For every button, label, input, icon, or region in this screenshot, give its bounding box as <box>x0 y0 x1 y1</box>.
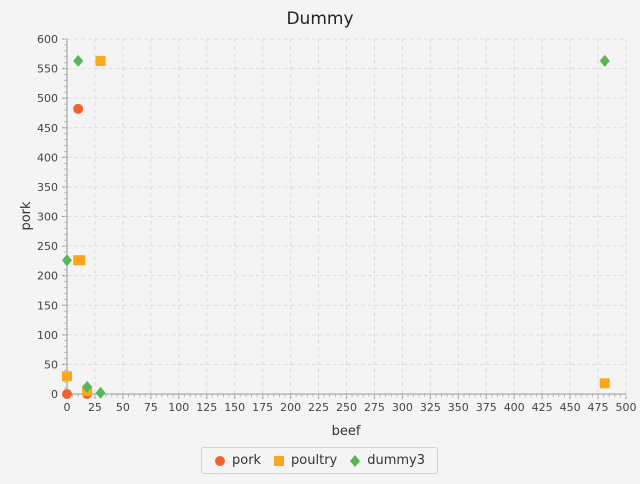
y-tick-label: 400 <box>37 151 58 164</box>
x-tick-label: 450 <box>560 401 581 414</box>
legend-label-pork: pork <box>231 453 262 468</box>
data-point-dummy3 <box>73 54 84 67</box>
chart-title: Dummy <box>286 9 353 29</box>
legend-item-poultry[interactable]: poultry <box>273 453 337 468</box>
data-point-pork <box>73 103 84 114</box>
x-tick-label: 400 <box>504 401 525 414</box>
axes: 0 25 50 75 100 125 150 175 200 225 250 275 300 325 350… <box>37 33 637 414</box>
x-tick-label: 225 <box>308 401 329 414</box>
y-tick-label: 600 <box>37 33 58 46</box>
data-point-poultry <box>599 378 610 389</box>
y-tick-label: 100 <box>37 329 58 342</box>
x-tick-label: 275 <box>364 401 385 414</box>
x-tick-label: 175 <box>252 401 273 414</box>
x-tick-label: 150 <box>224 401 245 414</box>
x-tick-label: 475 <box>588 401 609 414</box>
data-point-dummy3 <box>82 380 93 393</box>
legend: pork poultry dummy3 <box>201 447 438 474</box>
x-tick-label: 25 <box>88 401 102 414</box>
y-axis-label: pork <box>19 201 34 231</box>
data-point-poultry <box>75 255 86 266</box>
y-tick-label: 50 <box>44 358 58 371</box>
x-tick-label: 300 <box>392 401 413 414</box>
x-tick-label: 500 <box>616 401 637 414</box>
x-tick-label: 425 <box>532 401 553 414</box>
legend-label-poultry: poultry <box>291 453 338 468</box>
legend-item-dummy3[interactable]: dummy3 <box>349 453 425 468</box>
x-tick-label: 200 <box>280 401 301 414</box>
x-tick-label: 375 <box>476 401 497 414</box>
y-tick-label: 500 <box>37 92 58 105</box>
x-tick-label: 250 <box>336 401 357 414</box>
legend-item-pork[interactable]: pork <box>214 453 261 468</box>
y-tick-label: 0 <box>51 388 58 401</box>
legend-label-dummy3: dummy3 <box>367 453 426 468</box>
x-tick-label: 100 <box>168 401 189 414</box>
x-tick-label: 125 <box>196 401 217 414</box>
y-tick-label: 450 <box>37 122 58 135</box>
square-marker-icon <box>274 455 285 466</box>
data-points <box>62 54 610 399</box>
data-point-dummy3 <box>62 254 72 267</box>
y-tick-label: 250 <box>37 240 58 253</box>
x-tick-label: 350 <box>448 401 469 414</box>
diamond-marker-icon <box>350 454 361 467</box>
y-tick-label: 300 <box>37 211 58 224</box>
y-tick-label: 550 <box>37 63 58 76</box>
grid-lines <box>67 38 627 394</box>
circle-marker-icon <box>214 455 225 466</box>
y-tick-label: 350 <box>37 181 58 194</box>
x-tick-label: 0 <box>64 401 71 414</box>
x-tick-label: 50 <box>116 401 130 414</box>
data-point-poultry <box>62 371 72 382</box>
x-tick-label: 75 <box>144 401 158 414</box>
data-point-pork <box>62 389 72 399</box>
data-point-poultry <box>95 55 106 66</box>
y-tick-label: 200 <box>37 270 58 283</box>
y-tick-label: 150 <box>37 299 58 312</box>
data-point-dummy3 <box>599 54 610 67</box>
data-point-dummy3 <box>95 386 106 399</box>
x-axis-label: beef <box>332 424 361 439</box>
x-tick-label: 325 <box>420 401 441 414</box>
